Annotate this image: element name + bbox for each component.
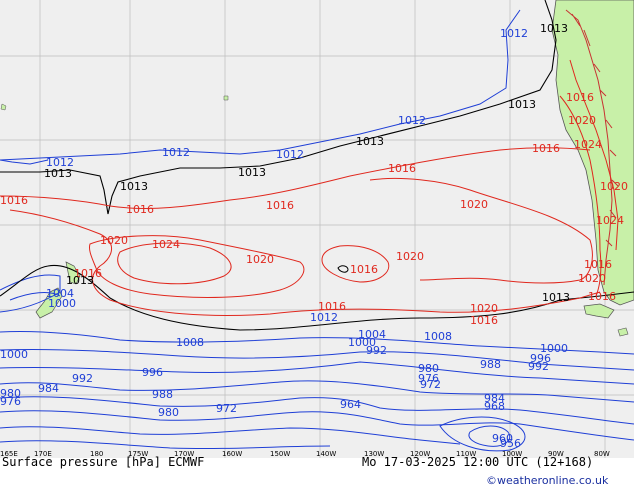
isobar-label: 1012 [276,148,304,161]
site-credit[interactable]: ©weatheronline.co.uk [486,474,609,487]
low-pressure-isobars [0,9,634,452]
isobar-label: 980 [418,362,439,375]
ocean-area [0,0,634,458]
isobar-label: 1004 [46,287,74,300]
isobar-label: 972 [216,402,237,415]
lon-tick: 80W [594,450,610,458]
isobar-label: 1016 [318,300,346,313]
isobar-label: 1024 [574,138,602,151]
isobar-label: 1016 [532,142,560,155]
isobar-label: 1012 [398,114,426,127]
lon-tick: 130W [364,450,384,458]
isobar-label: 960 [492,432,513,445]
isobar-label: 1016 [350,263,378,276]
isobar-label: 1020 [578,272,606,285]
lon-tick: 170W [174,450,194,458]
isobar-label: 1013 [356,135,384,148]
lon-tick: 100W [502,450,522,458]
isobar-label: 992 [72,372,93,385]
lon-tick: 170E [34,450,52,458]
isobar-label: 1000 [0,348,28,361]
new-zealand-north-island [65,261,81,285]
isobar-label: 1013 [542,291,570,304]
falkland-islands [617,327,629,337]
lon-tick: 150W [270,450,290,458]
isobar-label: 1020 [396,250,424,263]
isobar-label: 992 [528,360,549,373]
isobar-label: 1016 [584,258,612,271]
isobar-label: 1013 [238,166,266,179]
lon-tick: 165E [0,450,18,458]
lon-tick: 140W [316,450,336,458]
isobar-label: 980 [158,406,179,419]
isobar-label: 976 [0,395,21,408]
lon-tick: 160W [222,450,242,458]
lon-tick: 175W [128,450,148,458]
isobar-label: 1000 [348,336,376,349]
isobar-label: 1016 [470,314,498,327]
isobar-label: 1020 [100,234,128,247]
map-title: Surface pressure [hPa] ECMWF [2,455,204,469]
isobar-label: 1024 [152,238,180,251]
lon-tick: 90W [548,450,564,458]
isobar-label: 1000 [540,342,568,355]
isobar-label: 1013 [540,22,568,35]
south-america-land [551,0,634,306]
isobar-label: 1013 [120,180,148,193]
isobar-label: 1016 [266,199,294,212]
isobar-label: 992 [366,344,387,357]
new-zealand-south-island [35,287,63,319]
isobar-label: 1016 [74,267,102,280]
isobar-label: 1012 [46,156,74,169]
isobar-label: 1012 [310,311,338,324]
isobar-label: 1016 [388,162,416,175]
isobar-label: 1012 [162,146,190,159]
isobar-label: 1020 [246,253,274,266]
isobar-label: 1013 [508,98,536,111]
south-america-topography [565,9,619,286]
isobar-label: 1013 [66,274,94,287]
isobar-label: 1012 [500,27,528,40]
isobar-label: 1000 [48,297,76,310]
footer-bar [0,458,634,490]
small-islands [0,95,229,111]
lon-tick: 180 [90,450,103,458]
isobar-label: 984 [484,392,505,405]
isobar-label: 976 [418,372,439,385]
isobar-label: 1016 [126,203,154,216]
isobar-label: 964 [340,398,361,411]
isobar-label: 968 [484,400,505,413]
isobar-label: 996 [530,352,551,365]
small-high-contour [337,265,349,273]
isobar-label: 984 [38,382,59,395]
isobar-label: 1013 [44,167,72,180]
lon-tick: 110W [456,450,476,458]
isobar-label: 1020 [460,198,488,211]
isobar-label: 1016 [588,290,616,303]
isobar-label: 1008 [424,330,452,343]
isobar-label: 1024 [596,214,624,227]
high-pressure-isobars [0,59,619,316]
isobar-label: 1016 [566,91,594,104]
lon-tick: 120W [410,450,430,458]
isobar-label: 1020 [470,302,498,315]
isobar-label: 988 [152,388,173,401]
isobar-label: 988 [480,358,501,371]
longitude-ticks: 165E 170E 180 175W 170W 160W 150W 140W 1… [0,450,610,458]
isobar-label: 972 [420,378,441,391]
isobar-label: 996 [142,366,163,379]
valid-time: Mo 17-03-2025 12:00 UTC (12+168) [362,455,593,469]
isobar-label: 1016 [0,194,28,207]
isobar-label: 1004 [358,328,386,341]
tierra-del-fuego [583,303,615,319]
isobar-labels: 1012 1013 1013 1012 1013 1012 1012 1012 … [0,22,628,450]
reference-isobar-1013 [0,0,634,331]
isobar-label: 1020 [568,114,596,127]
isobar-label: 980 [0,387,21,400]
isobar-label: 1008 [176,336,204,349]
isobar-label: 1020 [600,180,628,193]
isobar-label: 956 [500,437,521,450]
